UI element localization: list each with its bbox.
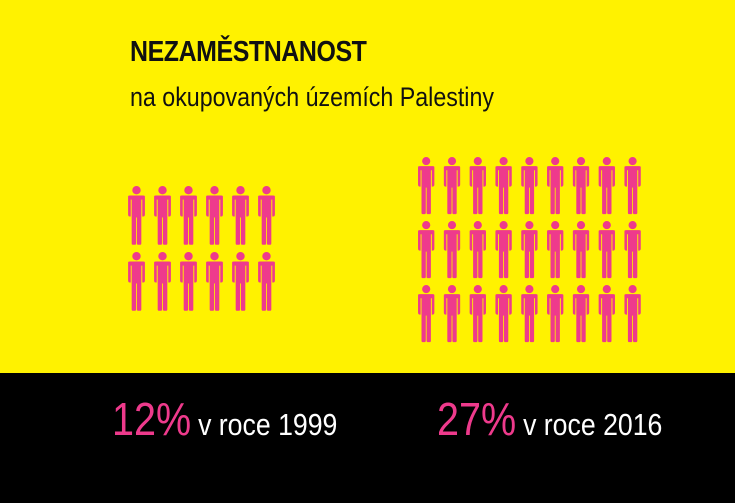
person-icon [521,157,538,215]
person-icon [495,157,512,215]
person-icon [443,221,461,279]
stat-2016: 27% v roce 2016 [437,392,662,446]
person-icon [418,157,435,215]
person-icon [547,157,564,215]
people-group-2016 [418,157,641,343]
person-icon [418,221,435,279]
person-icon [258,252,275,311]
page-title: NEZAMĚSTNANOST [130,36,367,68]
person-icon [418,285,435,343]
person-icon [469,285,486,343]
person-icon [180,252,197,311]
stat-label: v roce 2016 [523,407,663,442]
stat-percent: 27% [437,393,517,445]
person-icon [598,285,615,343]
person-icon [572,285,590,343]
person-icon [128,252,145,311]
person-icon [624,221,641,279]
person-icon [443,285,461,343]
person-icon [521,285,538,343]
person-icon [154,252,171,311]
person-icon [232,252,249,311]
people-pictogram [128,157,641,343]
page-subtitle: na okupovaných územích Palestiny [130,82,494,112]
person-icon [495,285,512,343]
person-icon [443,157,461,215]
person-icon [469,221,486,279]
person-icon [572,221,590,279]
person-icon [206,186,223,245]
person-icon [624,285,641,343]
person-icon [547,285,564,343]
person-icon [469,157,486,215]
black-panel [0,373,735,503]
person-icon [495,221,512,279]
person-icon [206,252,223,311]
person-icon [180,186,197,245]
stat-1999: 12% v roce 1999 [112,392,337,446]
stat-percent: 12% [112,393,192,445]
person-icon [154,186,171,245]
person-icon [521,221,538,279]
person-icon [232,186,249,245]
person-icon [598,221,615,279]
person-icon [624,157,641,215]
person-icon [598,157,615,215]
people-group-1999 [128,186,275,311]
person-icon [258,186,275,245]
person-icon [128,186,145,245]
person-icon [572,157,590,215]
person-icon [547,221,564,279]
stat-label: v roce 1999 [198,407,338,442]
